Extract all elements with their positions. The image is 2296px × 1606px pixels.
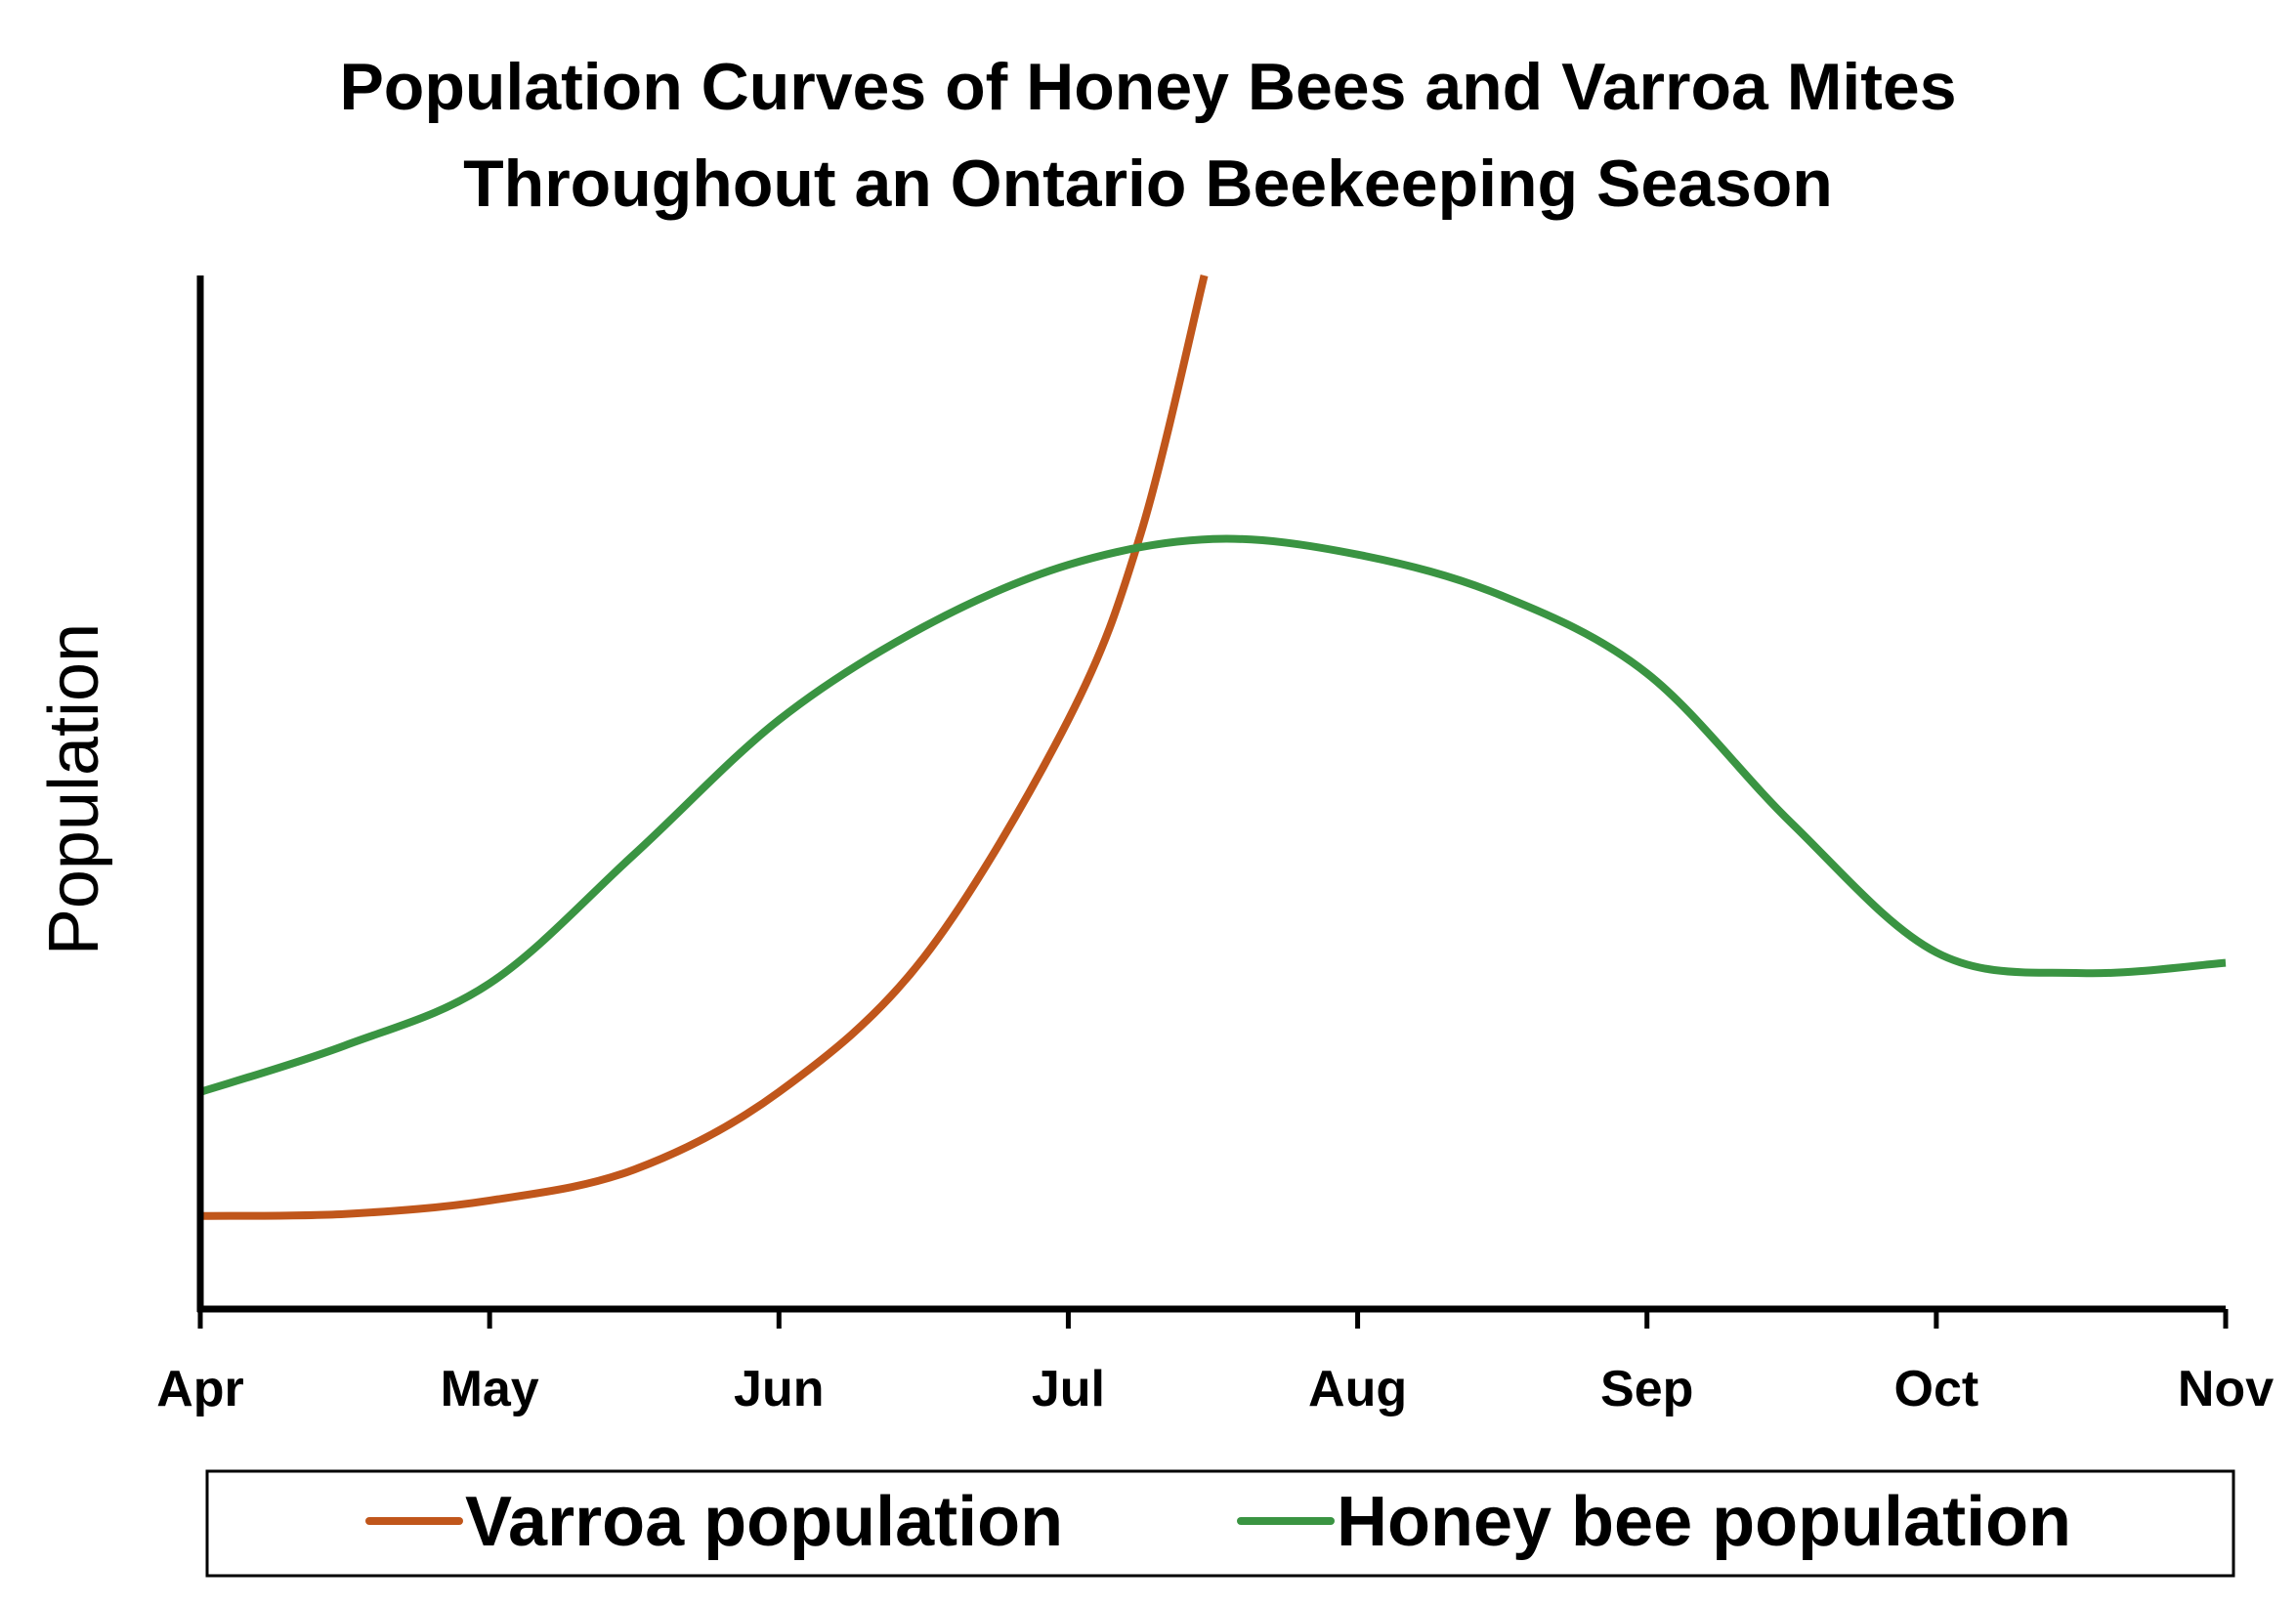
- legend-box: [205, 1469, 2235, 1578]
- y-axis-label: Population: [35, 623, 113, 955]
- x-axis-ticks: Apr May Jun Jul Aug Sep Oct Nov: [156, 1309, 2274, 1417]
- x-tick-label-jul: Jul: [1032, 1361, 1105, 1417]
- x-tick-label-aug: Aug: [1308, 1361, 1407, 1417]
- x-tick-label-may: May: [441, 1361, 539, 1417]
- legend: Varroa population Honey bee population: [205, 1469, 2235, 1578]
- axes: [196, 275, 2226, 1313]
- legend-label-varroa: Varroa population: [465, 1483, 1063, 1561]
- x-tick-label-oct: Oct: [1894, 1361, 1979, 1417]
- varroa-population-line: [199, 275, 1209, 1220]
- x-tick-label-nov: Nov: [2178, 1361, 2274, 1417]
- chart-title-line-2: Throughout an Ontario Beekeeping Season: [463, 147, 1833, 221]
- legend-label-honey-bee: Honey bee population: [1337, 1483, 2071, 1561]
- honey-bee-population-line: [198, 534, 2227, 1096]
- x-tick-label-apr: Apr: [156, 1361, 244, 1417]
- x-tick-label-jun: Jun: [734, 1361, 824, 1417]
- chart-title-line-1: Population Curves of Honey Bees and Varr…: [339, 50, 1956, 124]
- chart-title: Population Curves of Honey Bees and Varr…: [339, 50, 1956, 221]
- x-tick-label-sep: Sep: [1600, 1361, 1693, 1417]
- series-layer: [198, 275, 2227, 1220]
